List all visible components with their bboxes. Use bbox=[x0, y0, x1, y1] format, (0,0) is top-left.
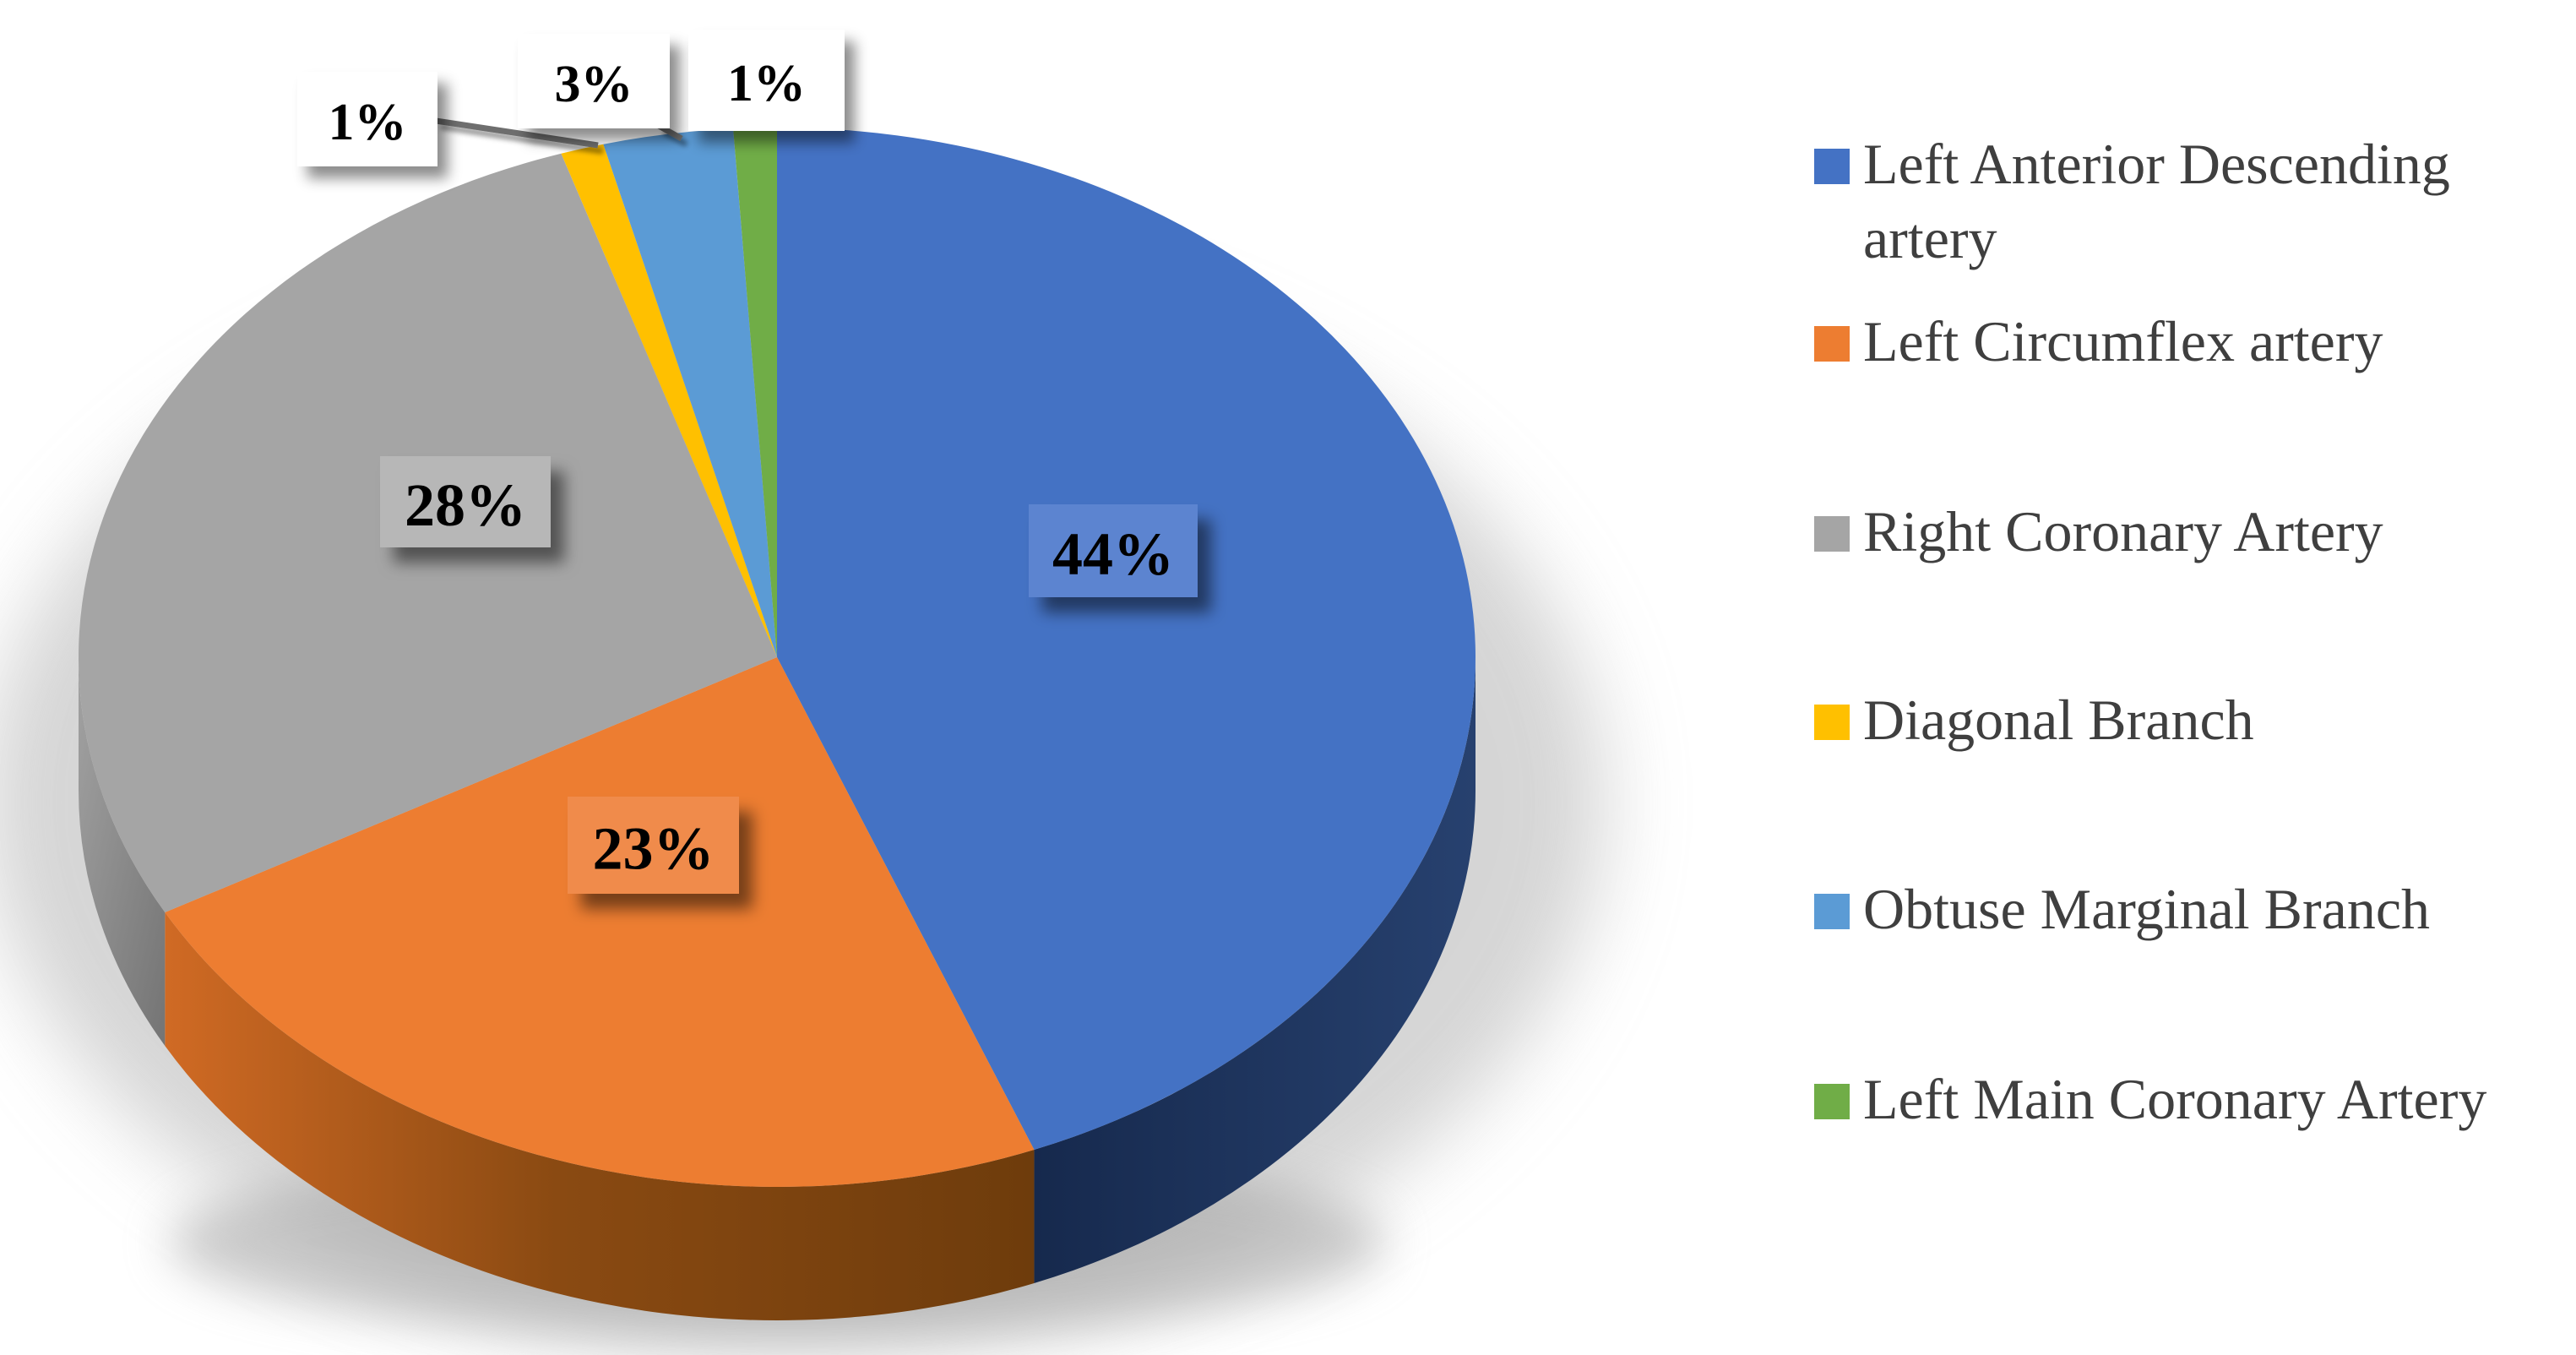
pie-slice-side-right-coronary-artery bbox=[79, 657, 166, 1047]
legend-item-diagonal-branch: Diagonal Branch bbox=[1814, 683, 2576, 757]
data-label-left-main-coronary-artery: 1% bbox=[688, 30, 845, 131]
data-label-box bbox=[297, 72, 437, 166]
legend-item-label: Obtuse Marginal Branch bbox=[1863, 877, 2431, 941]
data-label-box bbox=[380, 456, 551, 547]
pie-slice-side-left-circumflex-artery bbox=[165, 912, 1035, 1320]
legend: Left Anterior Descending artery Left Circ… bbox=[1814, 0, 2557, 1355]
legend-marker-icon bbox=[1814, 894, 1850, 929]
legend-item-left-circumflex-artery: Left Circumflex artery bbox=[1814, 304, 2576, 378]
data-label-text: 44% bbox=[1052, 520, 1174, 588]
pie-slice-obtuse-marginal-branch bbox=[603, 128, 777, 657]
pie-slices bbox=[78, 128, 1476, 1187]
data-label-text: 3% bbox=[555, 56, 633, 113]
pie-slice-left-main-coronary-artery bbox=[733, 128, 777, 657]
data-label-diagonal-branch: 1% bbox=[297, 72, 437, 166]
legend-item-obtuse-marginal-branch: Obtuse Marginal Branch bbox=[1814, 872, 2576, 946]
legend-item-label: Left Circumflex artery bbox=[1863, 309, 2383, 373]
legend-item-left-anterior-descending-artery: Left Anterior Descending artery bbox=[1814, 127, 2576, 275]
data-label-box bbox=[688, 30, 845, 131]
leader-line-diagonal-branch bbox=[435, 117, 599, 149]
data-label-obtuse-marginal-branch: 3% bbox=[518, 34, 670, 128]
pie-slice-left-circumflex-artery bbox=[165, 657, 1035, 1187]
pie-side-walls bbox=[79, 657, 1475, 1320]
legend-marker-icon bbox=[1814, 1084, 1850, 1119]
data-labels: 44% 23% 28% 1% 3% 1% bbox=[297, 30, 1198, 894]
pie-slice-left-anterior-descending-artery bbox=[777, 128, 1476, 1150]
data-label-left-circumflex-artery: 23% bbox=[568, 797, 739, 894]
data-label-text: 1% bbox=[329, 94, 407, 151]
data-label-text: 28% bbox=[405, 471, 526, 539]
legend-item-label: Left Anterior Descending artery bbox=[1863, 132, 2450, 270]
data-label-left-anterior-descending-artery: 44% bbox=[1029, 504, 1198, 597]
data-label-text: 1% bbox=[727, 55, 806, 112]
pie-slice-side-left-anterior-descending-artery bbox=[1034, 657, 1475, 1283]
data-label-box bbox=[518, 34, 670, 128]
legend-item-left-main-coronary-artery: Left Main Coronary Artery bbox=[1814, 1062, 2576, 1136]
legend-item-right-coronary-artery: Right Coronary Artery bbox=[1814, 494, 2576, 569]
legend-marker-icon bbox=[1814, 516, 1850, 552]
legend-marker-icon bbox=[1814, 705, 1850, 740]
pie-slice-diagonal-branch bbox=[561, 144, 777, 657]
data-label-text: 23% bbox=[593, 815, 715, 883]
data-label-box bbox=[1029, 504, 1198, 597]
data-label-right-coronary-artery: 28% bbox=[380, 456, 551, 547]
legend-item-label: Diagonal Branch bbox=[1863, 688, 2254, 752]
legend-item-label: Right Coronary Artery bbox=[1863, 499, 2383, 563]
legend-marker-icon bbox=[1814, 326, 1850, 362]
legend-item-label: Left Main Coronary Artery bbox=[1863, 1067, 2487, 1131]
data-label-box bbox=[568, 797, 739, 894]
legend-marker-icon bbox=[1814, 149, 1850, 184]
